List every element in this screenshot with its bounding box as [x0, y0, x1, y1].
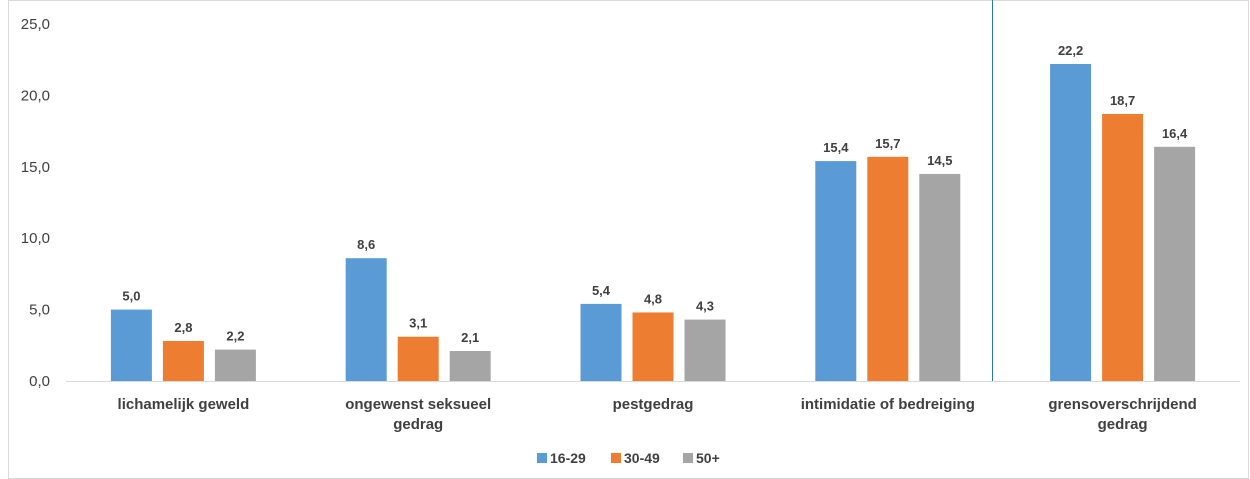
category-label: ongewenst seksueel: [345, 396, 491, 413]
data-label: 5,4: [592, 283, 611, 298]
data-label: 4,8: [644, 291, 662, 306]
data-label: 8,6: [357, 237, 375, 252]
data-label: 5,0: [122, 289, 140, 304]
legend-swatch-16-29: [537, 453, 547, 463]
y-tick-label: 5,0: [29, 302, 50, 319]
legend-label: 16-29: [550, 450, 586, 466]
bar-16-29-4: [1050, 63, 1092, 381]
bar-16-29-2: [580, 303, 622, 381]
bar-16-29-3: [815, 161, 857, 381]
data-label: 2,1: [461, 330, 479, 345]
bar-50+-1: [449, 351, 491, 381]
legend-swatch-50+: [683, 453, 693, 463]
category-label: lichamelijk geweld: [118, 396, 250, 413]
y-tick-label: 0,0: [29, 373, 50, 390]
data-label: 15,4: [823, 140, 849, 155]
data-label: 2,8: [174, 320, 192, 335]
bar-50+-2: [684, 319, 726, 381]
category-label: gedrag: [393, 416, 443, 433]
category-label: pestgedrag: [613, 396, 694, 413]
bar-30-49-0: [162, 341, 204, 381]
bar-50+-3: [919, 173, 961, 381]
bar-30-49-1: [397, 336, 439, 381]
data-label: 3,1: [409, 316, 427, 331]
legend-swatch-30-49: [611, 453, 621, 463]
data-label: 18,7: [1110, 93, 1135, 108]
y-tick-label: 20,0: [21, 87, 50, 104]
bar-16-29-0: [110, 309, 152, 381]
bar-30-49-3: [867, 156, 909, 381]
category-label: intimidatie of bedreiging: [801, 396, 975, 413]
data-label: 4,3: [696, 299, 714, 314]
y-tick-label: 10,0: [21, 230, 50, 247]
legend-label: 30-49: [624, 450, 660, 466]
bar-50+-0: [214, 349, 256, 381]
y-tick-label: 15,0: [21, 159, 50, 176]
bar-30-49-4: [1102, 113, 1144, 382]
bar-16-29-1: [345, 258, 387, 381]
bar-50+-4: [1154, 146, 1196, 381]
y-tick-label: 25,0: [21, 16, 50, 33]
data-label: 22,2: [1058, 43, 1083, 58]
data-label: 16,4: [1162, 126, 1188, 141]
bar-30-49-2: [632, 312, 674, 381]
category-label: grensoverschrijdend: [1048, 396, 1196, 413]
data-label: 2,2: [226, 329, 244, 344]
category-label: gedrag: [1098, 416, 1148, 433]
legend-label: 50+: [696, 450, 720, 466]
data-label: 15,7: [875, 136, 900, 151]
data-label: 14,5: [927, 153, 952, 168]
